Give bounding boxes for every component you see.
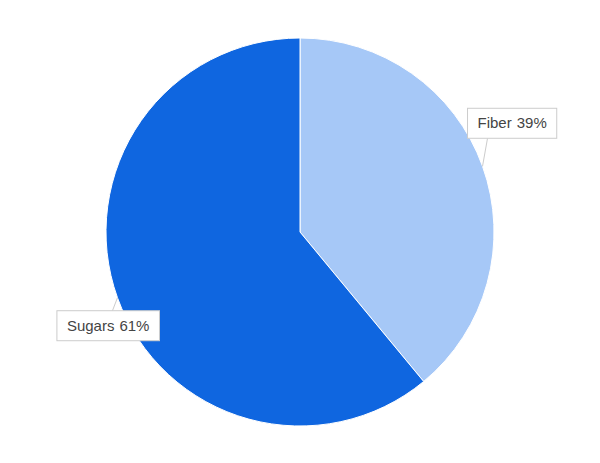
label-category: Sugars xyxy=(67,317,115,334)
label-value: 39% xyxy=(517,114,547,131)
labels: Fiber 39% Sugars61% xyxy=(57,108,557,340)
data-label: Sugars61% xyxy=(57,298,160,341)
leader-line xyxy=(112,298,117,311)
label-box xyxy=(468,108,557,138)
label-category: Fiber xyxy=(478,114,512,131)
data-label: Fiber 39% xyxy=(468,108,557,166)
label-text: Sugars61% xyxy=(67,317,150,334)
label-value: 61% xyxy=(119,317,149,334)
slices xyxy=(106,38,494,426)
leader-line xyxy=(483,138,488,166)
label-box xyxy=(57,311,160,341)
pie-slice xyxy=(106,38,424,426)
chart: Fiber 39% Sugars61% xyxy=(0,0,600,463)
label-text: Fiber 39% xyxy=(478,114,547,131)
